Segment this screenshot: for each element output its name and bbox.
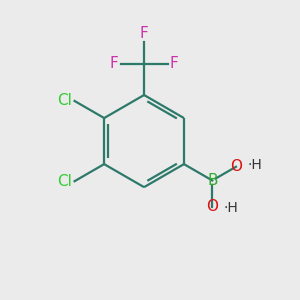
Text: ·H: ·H: [247, 158, 262, 172]
Text: F: F: [140, 26, 148, 41]
Text: Cl: Cl: [57, 174, 72, 189]
Text: O: O: [230, 159, 242, 174]
Text: Cl: Cl: [57, 94, 72, 109]
Text: O: O: [206, 199, 218, 214]
Text: F: F: [110, 56, 118, 71]
Text: ·H: ·H: [224, 201, 238, 215]
Text: F: F: [170, 56, 179, 71]
Text: B: B: [207, 173, 217, 188]
